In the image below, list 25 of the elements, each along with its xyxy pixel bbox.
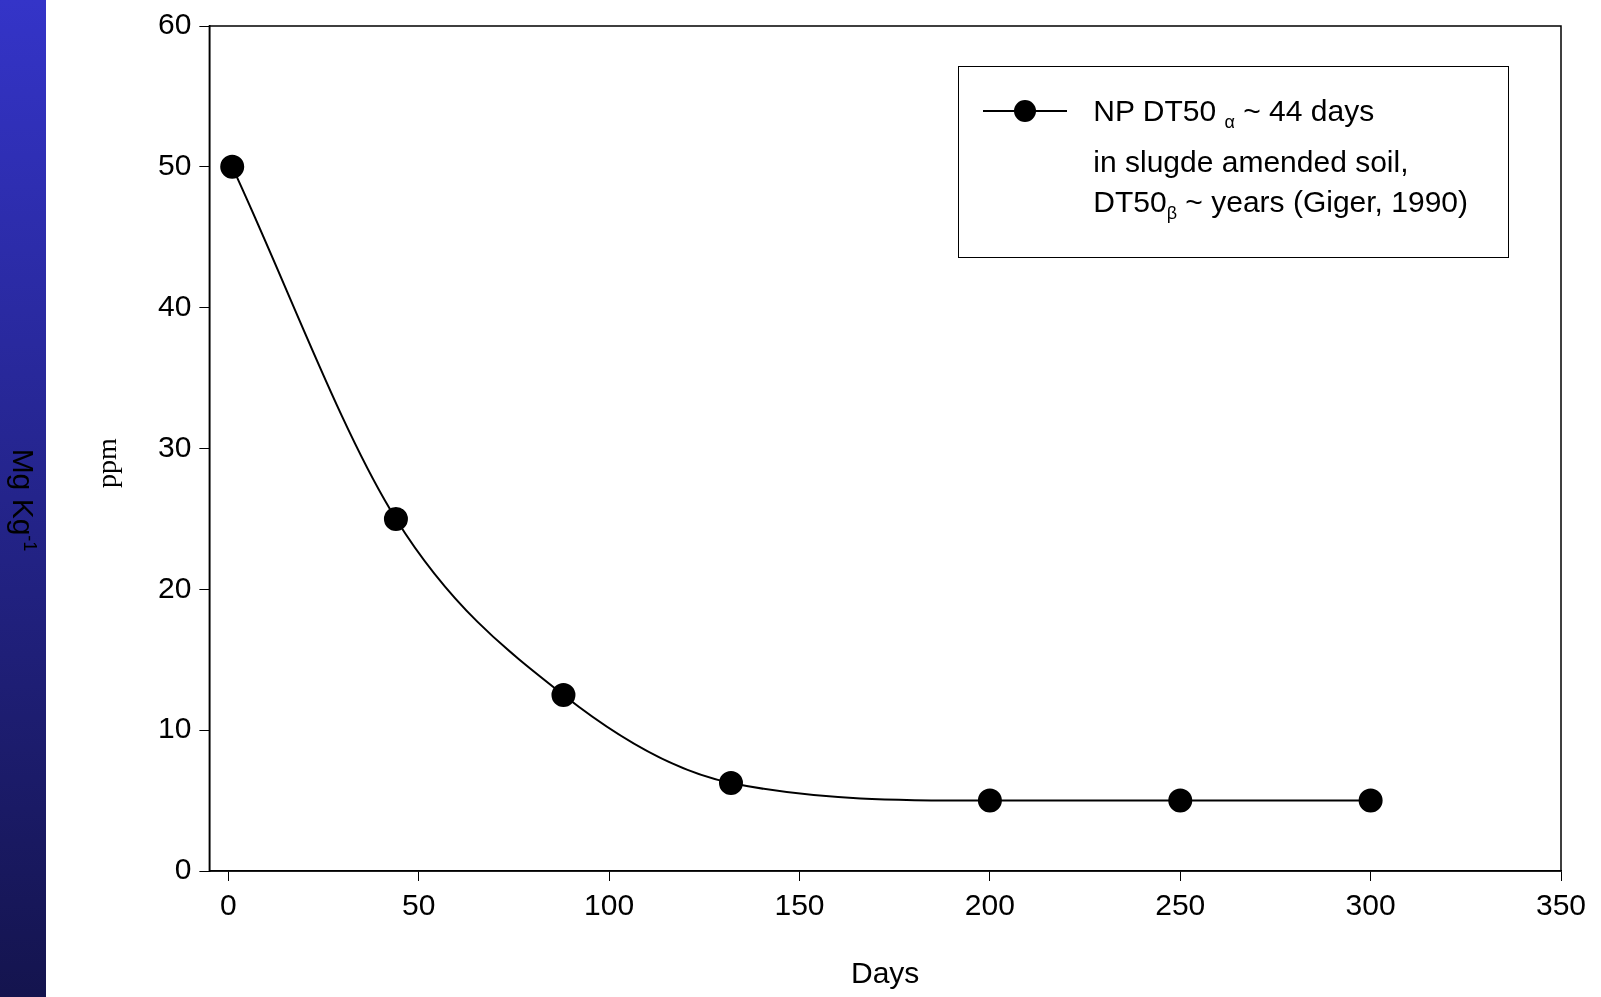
y-tick-label: 10: [157, 711, 192, 745]
point: [551, 682, 576, 707]
x-tick-label: 250: [1155, 888, 1206, 922]
point: [383, 506, 408, 531]
y-tick-label: 20: [157, 570, 192, 604]
x-tick-label: 50: [402, 888, 436, 922]
y-tick-label: 0: [174, 852, 192, 886]
point: [718, 770, 743, 795]
y-tick-label: 50: [157, 148, 192, 182]
x-tick-label: 300: [1345, 888, 1396, 922]
point: [1168, 788, 1193, 813]
point: [220, 154, 245, 179]
x-axis-title: Days: [851, 956, 920, 990]
point: [1358, 788, 1383, 813]
x-tick-label: 150: [774, 888, 825, 922]
x-tick-label: 0: [220, 888, 237, 922]
x-tick-label: 350: [1535, 888, 1587, 922]
x-tick-label: 200: [964, 888, 1015, 922]
y-tick-label: 60: [157, 7, 192, 41]
x-tick-label: 100: [584, 888, 635, 922]
y-tick-label: 30: [157, 429, 192, 463]
legend-label: NP DT50 $_{α}$ ~ 44 days in slugde amended soil, DT50$_{β}$ ~ years (Giger, 1990): [1093, 93, 1468, 225]
y-axis-title: ppm: [91, 438, 123, 488]
y-tick-label: 40: [157, 288, 192, 322]
point: [977, 788, 1002, 813]
